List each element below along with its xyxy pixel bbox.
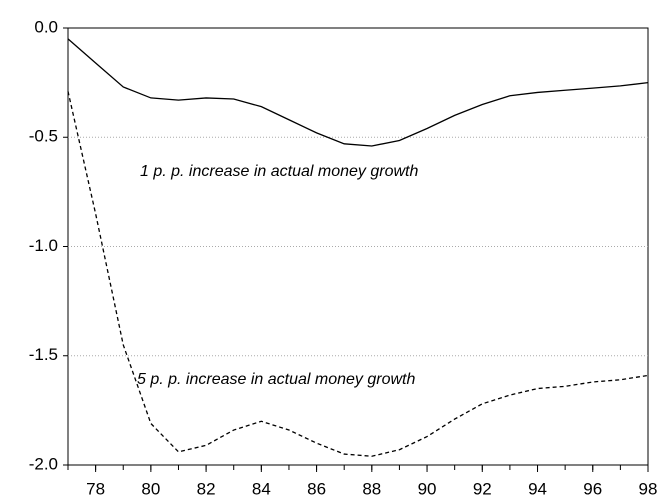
x-tick-label: 96 [583, 479, 602, 498]
series-line [67, 38, 649, 147]
series-line [67, 91, 649, 457]
x-tick-label: 98 [639, 479, 658, 498]
x-tick-label: 92 [473, 479, 492, 498]
x-tick-label: 94 [528, 479, 547, 498]
x-tick-label: 84 [252, 479, 271, 498]
y-tick-label: 0.0 [34, 17, 58, 36]
x-tick-label: 86 [307, 479, 326, 498]
x-tick-label: 82 [197, 479, 216, 498]
x-tick-label: 80 [141, 479, 160, 498]
annotation: 1 p. p. increase in actual money growth [140, 163, 418, 180]
x-tick-label: 78 [86, 479, 105, 498]
annotation: 5 p. p. increase in actual money growth [137, 371, 415, 388]
y-tick-label: -0.5 [29, 127, 58, 146]
y-tick-label: -2.0 [29, 454, 58, 473]
y-tick-label: -1.0 [29, 236, 58, 255]
x-tick-label: 90 [418, 479, 437, 498]
x-tick-label: 88 [362, 479, 381, 498]
y-tick-label: -1.5 [29, 345, 58, 364]
